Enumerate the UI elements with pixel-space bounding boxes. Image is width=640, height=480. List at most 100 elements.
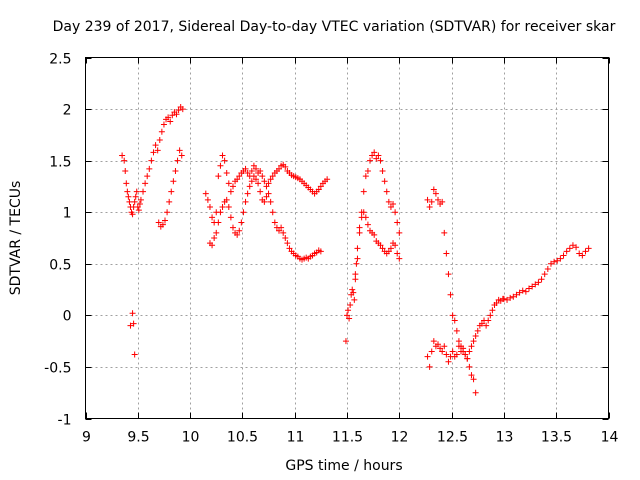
y-tick-label: 0.5 bbox=[49, 258, 71, 274]
data-point bbox=[161, 217, 168, 224]
data-point bbox=[242, 198, 249, 205]
data-point bbox=[345, 307, 352, 314]
data-point bbox=[173, 111, 180, 118]
data-point bbox=[119, 152, 126, 159]
data-point bbox=[579, 252, 586, 259]
data-point bbox=[371, 149, 378, 156]
data-point bbox=[387, 204, 394, 211]
data-point bbox=[390, 200, 397, 207]
data-point bbox=[449, 312, 456, 319]
x-tick-label: 13 bbox=[496, 430, 514, 446]
data-point bbox=[317, 248, 324, 255]
data-point bbox=[324, 176, 331, 183]
data-point bbox=[165, 114, 172, 121]
data-point bbox=[167, 118, 174, 125]
data-point bbox=[166, 198, 173, 205]
data-point bbox=[507, 294, 514, 301]
data-point bbox=[229, 183, 236, 190]
chart-title: Day 239 of 2017, Sidereal Day-to-day VTE… bbox=[53, 19, 616, 35]
data-point bbox=[383, 188, 390, 195]
data-points bbox=[119, 104, 592, 396]
data-point bbox=[464, 355, 471, 362]
data-point bbox=[364, 221, 371, 228]
data-point bbox=[248, 167, 255, 174]
x-tick-label: 10 bbox=[182, 430, 200, 446]
data-point bbox=[282, 235, 289, 241]
data-point bbox=[156, 137, 163, 144]
data-point bbox=[560, 252, 567, 259]
data-point bbox=[377, 242, 384, 249]
data-point bbox=[538, 276, 545, 283]
data-point bbox=[435, 341, 442, 348]
data-point bbox=[566, 245, 573, 252]
data-point bbox=[250, 162, 257, 169]
data-point bbox=[445, 358, 452, 365]
x-tick-label: 11.5 bbox=[332, 430, 363, 446]
data-point bbox=[142, 180, 149, 187]
data-point bbox=[342, 338, 349, 345]
data-point bbox=[369, 152, 376, 159]
data-point bbox=[202, 190, 209, 197]
data-point bbox=[252, 165, 259, 172]
data-point bbox=[282, 163, 289, 170]
data-point bbox=[125, 193, 132, 200]
data-point bbox=[447, 291, 454, 298]
y-tick-label: -0.5 bbox=[44, 361, 71, 377]
data-point bbox=[219, 152, 226, 159]
data-point bbox=[240, 209, 247, 216]
data-point bbox=[569, 242, 576, 249]
data-point bbox=[178, 152, 185, 159]
data-point bbox=[379, 167, 386, 174]
data-point bbox=[529, 283, 536, 290]
y-tick-label: 0 bbox=[63, 309, 72, 325]
data-point bbox=[219, 204, 226, 211]
data-point bbox=[360, 188, 367, 195]
data-point bbox=[234, 231, 241, 238]
data-point bbox=[437, 345, 444, 352]
data-point bbox=[468, 343, 475, 350]
data-point bbox=[276, 165, 283, 172]
data-point bbox=[535, 279, 542, 286]
data-point bbox=[265, 190, 272, 197]
data-point bbox=[462, 351, 469, 358]
data-point bbox=[557, 255, 564, 262]
x-axis-label: GPS time / hours bbox=[285, 458, 402, 474]
data-point bbox=[356, 229, 363, 236]
data-point bbox=[432, 190, 439, 197]
data-point bbox=[354, 255, 361, 262]
data-point bbox=[130, 320, 137, 327]
data-point bbox=[362, 214, 369, 221]
data-point bbox=[485, 317, 492, 324]
data-point bbox=[221, 157, 228, 164]
data-point bbox=[317, 183, 324, 190]
data-point bbox=[206, 204, 213, 211]
x-tick-label: 9 bbox=[82, 430, 91, 446]
data-point bbox=[209, 242, 216, 249]
data-point bbox=[466, 363, 473, 370]
data-point bbox=[387, 245, 394, 252]
data-point bbox=[315, 186, 322, 193]
data-point bbox=[443, 250, 450, 257]
data-point bbox=[439, 348, 446, 355]
data-point bbox=[238, 219, 245, 226]
data-point bbox=[154, 147, 161, 154]
data-point bbox=[394, 219, 401, 226]
data-point bbox=[257, 167, 264, 174]
data-point bbox=[215, 219, 222, 226]
data-point bbox=[428, 348, 435, 355]
data-point bbox=[122, 167, 129, 174]
data-point bbox=[172, 167, 179, 174]
data-point bbox=[223, 196, 230, 203]
data-point bbox=[227, 214, 234, 221]
data-point bbox=[217, 162, 224, 169]
data-point bbox=[441, 229, 448, 236]
data-point bbox=[134, 204, 141, 211]
data-point bbox=[483, 322, 490, 329]
data-point bbox=[257, 188, 264, 195]
data-point bbox=[573, 244, 580, 251]
data-point bbox=[354, 245, 361, 252]
data-point bbox=[234, 176, 241, 183]
data-point bbox=[478, 320, 485, 327]
data-point bbox=[392, 242, 399, 249]
data-point bbox=[265, 180, 272, 187]
